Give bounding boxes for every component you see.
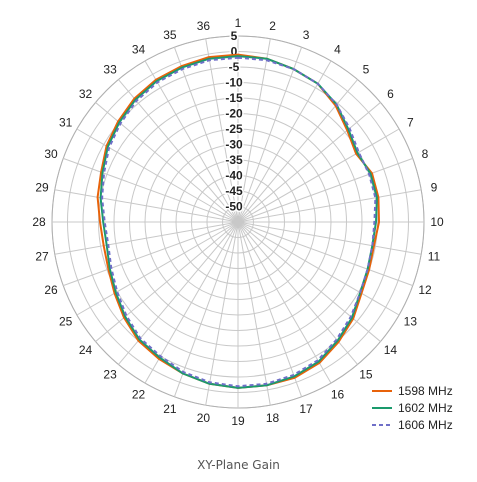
angle-label: 23 xyxy=(103,367,117,381)
angle-label: 20 xyxy=(197,411,211,425)
grid-spoke xyxy=(63,221,239,287)
angle-label: 2 xyxy=(269,19,276,33)
grid-spoke xyxy=(173,47,239,223)
series-line xyxy=(101,56,377,388)
grid-spoke xyxy=(54,221,239,255)
angle-label: 13 xyxy=(404,315,418,329)
angle-label: 34 xyxy=(132,43,146,57)
angle-label: 12 xyxy=(418,283,432,297)
series-line xyxy=(99,55,378,389)
grid-spoke xyxy=(237,221,332,384)
grid-spoke xyxy=(237,221,381,342)
angle-label: 28 xyxy=(32,215,46,229)
grid-spoke xyxy=(237,102,381,223)
grid-spoke xyxy=(173,221,239,397)
grid-spoke xyxy=(237,221,422,255)
angle-label: 9 xyxy=(431,180,438,194)
legend-label: 1602 MHz xyxy=(398,401,453,415)
angle-label: 7 xyxy=(407,116,414,130)
angle-label: 26 xyxy=(44,283,58,297)
angle-label: 24 xyxy=(79,343,93,357)
angle-label: 31 xyxy=(59,116,73,130)
angle-label: 32 xyxy=(79,87,93,101)
angle-label: 35 xyxy=(163,28,177,42)
radial-label: -20 xyxy=(225,107,243,121)
radial-label: 5 xyxy=(231,29,238,43)
grid-spoke xyxy=(237,157,413,223)
radial-label: -35 xyxy=(225,153,243,167)
grid-spoke xyxy=(237,221,400,316)
radial-label: -15 xyxy=(225,91,243,105)
radial-label: 0 xyxy=(231,45,238,59)
grid-spoke xyxy=(237,128,400,223)
angle-label: 27 xyxy=(35,250,49,264)
grid-spoke xyxy=(205,38,239,223)
angle-label: 1 xyxy=(235,16,242,30)
angle-label: 18 xyxy=(266,411,280,425)
grid-spoke xyxy=(237,38,271,223)
angle-label: 21 xyxy=(163,402,177,416)
angle-label: 16 xyxy=(331,387,345,401)
angle-label: 11 xyxy=(428,250,441,264)
angle-label: 5 xyxy=(363,63,370,77)
angle-label: 17 xyxy=(299,402,313,416)
radial-label: -50 xyxy=(225,200,243,214)
chart-caption: XY-Plane Gain xyxy=(197,458,280,472)
grid-spoke xyxy=(237,221,303,397)
angle-label: 6 xyxy=(387,87,394,101)
angle-label: 3 xyxy=(303,28,310,42)
grid-spoke xyxy=(95,221,239,342)
grid-spoke xyxy=(63,157,239,223)
angle-label: 22 xyxy=(132,387,146,401)
radial-label: -30 xyxy=(225,138,243,152)
grid-spoke xyxy=(54,189,239,223)
grid-spoke xyxy=(237,221,413,287)
angle-label: 25 xyxy=(59,315,73,329)
radial-label: -45 xyxy=(225,184,243,198)
grid-spoke xyxy=(237,60,332,223)
grid-spoke xyxy=(237,189,422,223)
radial-label: -40 xyxy=(225,169,243,183)
grid-spoke xyxy=(76,128,239,223)
grid-spoke xyxy=(237,79,358,223)
angle-label: 19 xyxy=(231,414,245,428)
grid-spoke xyxy=(237,47,303,223)
angle-label: 15 xyxy=(359,367,373,381)
grid-spoke xyxy=(205,221,239,406)
angle-label: 10 xyxy=(430,215,444,229)
radial-label: -10 xyxy=(225,76,243,90)
angle-label: 33 xyxy=(103,63,117,77)
legend-label: 1598 MHz xyxy=(398,384,453,398)
grid-spoke xyxy=(144,60,239,223)
legend-label: 1606 MHz xyxy=(398,418,453,432)
radial-label: -5 xyxy=(229,60,240,74)
angle-label: 4 xyxy=(334,43,341,57)
grid-spoke xyxy=(76,221,239,316)
radial-label: -25 xyxy=(225,122,243,136)
grid-spoke xyxy=(237,221,271,406)
grid-spoke xyxy=(118,79,239,223)
angle-label: 29 xyxy=(35,180,49,194)
angle-label: 36 xyxy=(197,19,211,33)
angle-label: 30 xyxy=(44,147,58,161)
polar-gain-chart: 1 234567891011121314151617181920212223242… xyxy=(32,16,453,432)
angle-label: 14 xyxy=(384,343,398,357)
angle-label: 8 xyxy=(422,147,429,161)
